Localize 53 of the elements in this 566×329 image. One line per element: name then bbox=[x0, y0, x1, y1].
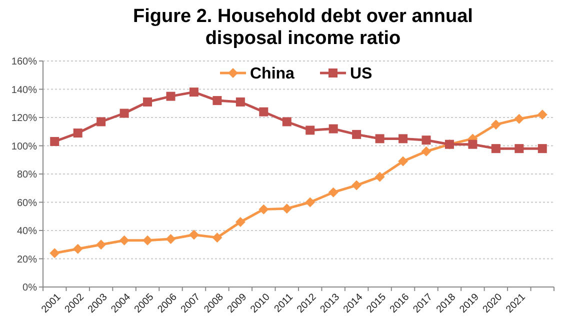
point bbox=[306, 126, 315, 135]
point bbox=[73, 128, 82, 138]
point bbox=[96, 117, 106, 126]
point bbox=[398, 134, 408, 144]
point bbox=[120, 108, 129, 118]
point bbox=[422, 136, 431, 145]
point bbox=[491, 144, 500, 154]
point bbox=[514, 144, 524, 154]
y-tick-label: 140% bbox=[11, 84, 38, 96]
point bbox=[236, 97, 245, 106]
point bbox=[96, 240, 106, 250]
legend-label: China bbox=[250, 66, 295, 83]
point bbox=[468, 140, 478, 149]
point bbox=[282, 204, 292, 214]
point bbox=[421, 146, 432, 156]
point bbox=[72, 244, 83, 254]
point bbox=[282, 117, 292, 126]
point bbox=[50, 137, 60, 146]
y-tick-label: 160% bbox=[11, 56, 38, 68]
legend-label: US bbox=[350, 66, 373, 83]
point bbox=[50, 248, 60, 258]
point bbox=[490, 120, 501, 130]
point bbox=[537, 110, 548, 120]
point bbox=[398, 156, 408, 166]
point bbox=[142, 235, 153, 246]
point bbox=[259, 107, 268, 116]
point bbox=[166, 234, 176, 244]
y-tick-label: 100% bbox=[11, 141, 38, 152]
point bbox=[119, 235, 130, 246]
point bbox=[514, 114, 524, 124]
point bbox=[538, 144, 547, 154]
y-tick-label: 40% bbox=[16, 226, 38, 237]
point bbox=[352, 130, 362, 139]
y-tick-label: 60% bbox=[16, 198, 38, 209]
point bbox=[212, 96, 222, 106]
point bbox=[305, 197, 316, 208]
point bbox=[328, 124, 338, 134]
y-tick-label: 120% bbox=[11, 113, 38, 124]
point bbox=[375, 134, 384, 144]
point bbox=[235, 217, 246, 228]
y-tick-label: 0% bbox=[22, 282, 38, 294]
point bbox=[166, 92, 176, 101]
point bbox=[352, 180, 362, 190]
point bbox=[188, 230, 199, 240]
point bbox=[328, 187, 338, 198]
point bbox=[189, 88, 198, 97]
point bbox=[143, 97, 152, 106]
y-tick-label: 20% bbox=[16, 254, 38, 266]
point bbox=[212, 232, 222, 243]
point bbox=[258, 204, 269, 214]
point bbox=[374, 172, 385, 182]
chart-title: Figure 2. Household debt over annual disposal income ratio bbox=[133, 6, 473, 49]
y-tick-label: 80% bbox=[16, 170, 38, 180]
